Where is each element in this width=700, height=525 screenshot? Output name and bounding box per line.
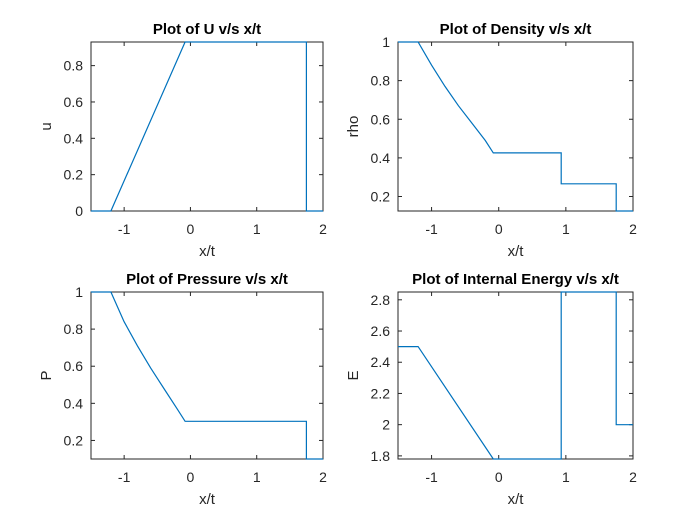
- x-tick-label: 1: [562, 221, 570, 237]
- axes-frame: [397, 291, 634, 460]
- x-tick-label: -1: [118, 469, 131, 485]
- x-tick-label: 2: [319, 469, 327, 485]
- plot-title: Plot of Pressure v/s x/t: [126, 271, 288, 288]
- x-tick-label: 2: [629, 221, 637, 237]
- y-tick-label: 0.8: [64, 321, 84, 337]
- y-axis-label: u: [38, 122, 55, 130]
- plot-title: Plot of Density v/s x/t: [440, 21, 592, 38]
- y-tick-label: 0.4: [371, 150, 391, 166]
- y-tick-label: 1.8: [371, 448, 391, 464]
- y-tick-label: 0.6: [371, 111, 391, 127]
- plot-title: Plot of U v/s x/t: [153, 21, 261, 38]
- series-line-rho: [398, 41, 633, 212]
- x-tick-label: 0: [495, 221, 503, 237]
- series-line-E: [398, 291, 633, 460]
- plot-title: Plot of Internal Energy v/s x/t: [412, 271, 619, 288]
- y-tick-label: 0.2: [64, 167, 84, 183]
- series-line-u: [91, 41, 323, 212]
- x-tick-label: -1: [425, 221, 438, 237]
- x-tick-label: 2: [319, 221, 327, 237]
- x-tick-label: 1: [562, 469, 570, 485]
- subplot-1: -1 0 1 2 0 0.2 0.4 0.6 0.8 Plot of U v/s x/t x/t u: [38, 21, 327, 260]
- y-axis-label: P: [38, 370, 55, 380]
- y-tick-label: 0.4: [64, 395, 84, 411]
- y-tick-label: 0.6: [64, 358, 84, 374]
- y-tick-label: 0.8: [64, 58, 84, 74]
- y-tick-label: 0.6: [64, 94, 84, 110]
- x-tick-label: 0: [187, 221, 195, 237]
- x-tick-label: 1: [253, 469, 261, 485]
- x-axis-label: x/t: [199, 243, 216, 260]
- axes-frame: [90, 291, 324, 460]
- axes-frame: [397, 41, 634, 212]
- y-tick-label: 2.6: [371, 323, 391, 339]
- y-tick-label: 0.4: [64, 130, 84, 146]
- x-tick-label: -1: [425, 469, 438, 485]
- subplot-3: -1 0 1 2 0.2 0.4 0.6 0.8 1 Plot of Pressure v/s x…: [38, 271, 327, 508]
- series-line-P: [91, 291, 323, 460]
- y-axis-label: rho: [345, 116, 362, 138]
- x-axis-label: x/t: [508, 243, 525, 260]
- y-tick-label: 2: [382, 417, 390, 433]
- subplot-4: -1 0 1 2 1.8 2 2.2 2.4 2.6 2.8 Plot of Internal En…: [345, 271, 637, 508]
- x-tick-label: 1: [253, 221, 261, 237]
- y-tick-label: 2.4: [371, 354, 391, 370]
- x-axis-label: x/t: [199, 491, 216, 508]
- y-axis-label: E: [345, 370, 362, 380]
- y-tick-label: 0.2: [64, 432, 84, 448]
- subplot-2: -1 0 1 2 0.2 0.4 0.6 0.8 1 Plot of Density v/s x/…: [345, 21, 637, 260]
- x-tick-label: 0: [495, 469, 503, 485]
- y-tick-label: 0.8: [371, 73, 391, 89]
- axes-frame: [90, 41, 324, 212]
- y-tick-label: 2.2: [371, 385, 391, 401]
- x-tick-label: 0: [187, 469, 195, 485]
- y-tick-label: 0: [75, 203, 83, 219]
- x-tick-label: -1: [118, 221, 131, 237]
- y-tick-label: 2.8: [371, 292, 391, 308]
- y-tick-label: 0.2: [371, 189, 391, 205]
- y-tick-label: 1: [382, 34, 390, 50]
- x-tick-label: 2: [629, 469, 637, 485]
- y-tick-label: 1: [75, 284, 83, 300]
- x-axis-label: x/t: [508, 491, 525, 508]
